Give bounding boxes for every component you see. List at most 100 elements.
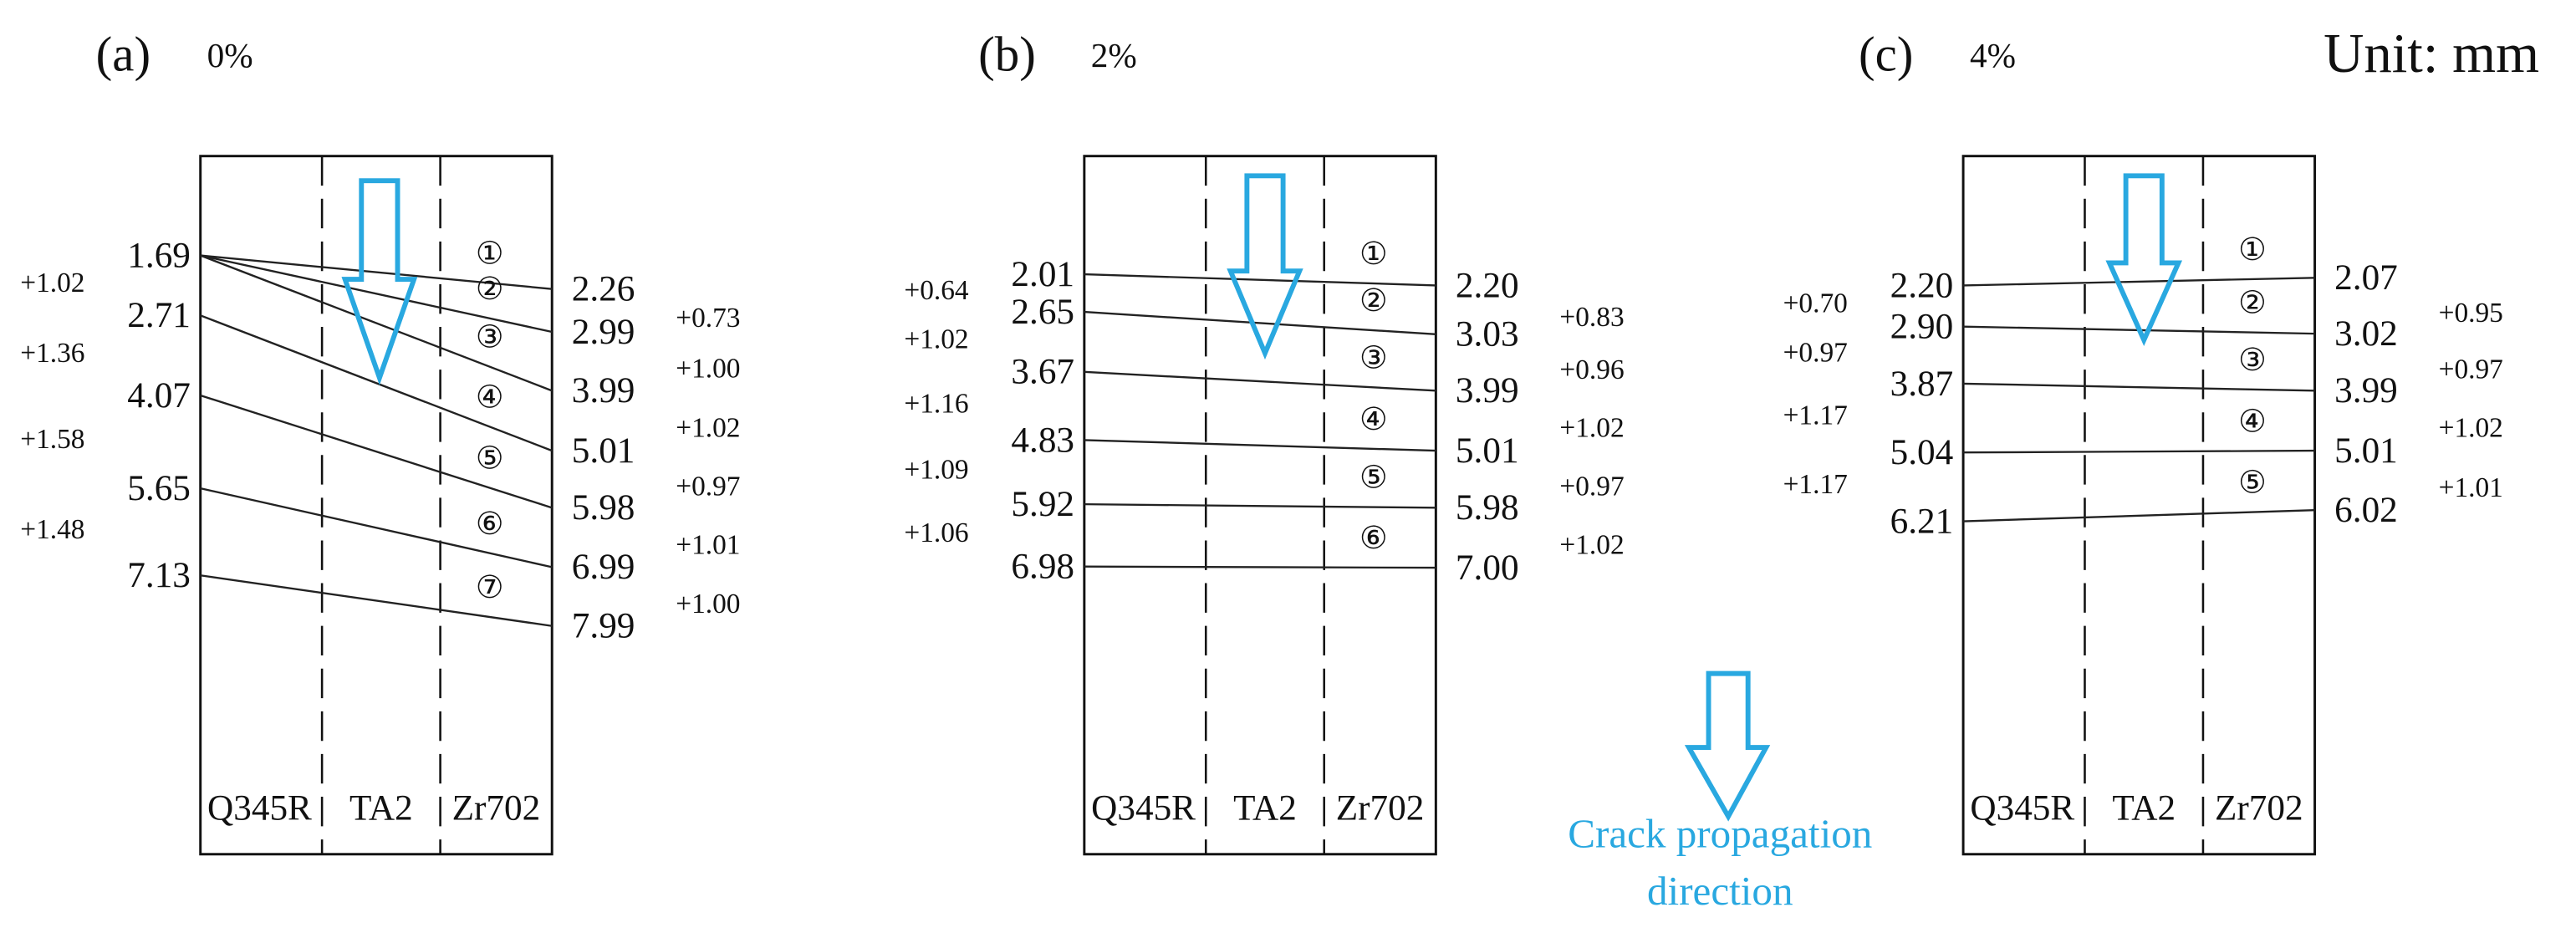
column-label: TA2 [2112, 788, 2176, 828]
marker: ② [476, 273, 503, 307]
left-value: 7.13 [127, 555, 191, 595]
right-value: 3.99 [572, 370, 635, 410]
crack-line [200, 574, 553, 627]
left-value: 5.65 [127, 468, 191, 508]
left-increment: +1.02 [904, 324, 968, 355]
left-value: 2.20 [1890, 265, 1954, 305]
left-increment: +1.06 [904, 517, 968, 548]
legend-arrow [1684, 670, 1771, 822]
left-value: 6.98 [1011, 547, 1074, 587]
unit-label: Unit: mm [2324, 23, 2539, 84]
left-value: 4.83 [1011, 420, 1074, 460]
marker: ⑤ [2238, 466, 2266, 501]
column-label: Q345R [1970, 788, 2074, 828]
column-label: Zr702 [1336, 788, 1425, 828]
right-value: 3.99 [1456, 370, 1519, 410]
right-value: 6.02 [2334, 490, 2398, 530]
left-increment: +0.97 [1783, 337, 1848, 368]
marker: ② [1359, 284, 1387, 319]
left-value: 5.04 [1890, 432, 1954, 472]
right-value: 2.99 [572, 312, 635, 352]
crack-line [1963, 508, 2315, 523]
crack-line [1084, 439, 1436, 452]
marker: ⑥ [1359, 522, 1387, 556]
right-increment: +0.96 [1559, 354, 1624, 385]
marker: ③ [476, 321, 503, 355]
left-increment: +1.09 [904, 454, 968, 485]
crack-line [200, 254, 553, 290]
left-increment: +1.48 [20, 514, 84, 545]
right-value: 5.01 [572, 431, 635, 471]
right-increment: +1.01 [676, 529, 740, 560]
marker: ③ [2238, 344, 2266, 378]
left-value: 3.87 [1890, 364, 1954, 404]
right-increment: +1.01 [2439, 472, 2503, 503]
left-value: 2.01 [1011, 254, 1074, 294]
column-label: TA2 [349, 788, 413, 828]
crack-arrow [1227, 173, 1303, 360]
column-label: Zr702 [2215, 788, 2303, 828]
crack-line [1963, 277, 2315, 287]
strain-label: 4% [1970, 36, 2016, 74]
crack-line [200, 394, 553, 509]
crack-arrow [341, 178, 418, 385]
crack-line [200, 254, 553, 334]
left-value: 2.65 [1011, 292, 1074, 332]
specimen-box [1961, 155, 2317, 856]
crack-line [1084, 502, 1436, 509]
crack-arrow [2105, 173, 2183, 346]
right-increment: +1.02 [1559, 530, 1624, 561]
panel-label: (a) [96, 26, 150, 81]
marker: ① [1359, 237, 1387, 272]
left-value: 5.92 [1011, 484, 1074, 524]
column-label: Q345R [207, 788, 312, 828]
crack-line [1084, 370, 1436, 392]
right-value: 3.99 [2334, 370, 2398, 410]
left-value: 4.07 [127, 375, 191, 415]
right-increment: +0.95 [2439, 298, 2503, 329]
right-value: 5.98 [1456, 487, 1519, 528]
left-increment: +0.64 [904, 275, 969, 306]
marker: ⑤ [476, 442, 503, 477]
left-increment: +1.17 [1783, 400, 1848, 431]
crack-line [1963, 449, 2315, 454]
legend-text: Crack propagation [1568, 810, 1872, 856]
right-increment: +0.97 [676, 472, 740, 502]
marker: ⑥ [476, 507, 503, 542]
left-increment: +1.16 [904, 388, 968, 419]
right-value: 5.98 [572, 487, 635, 528]
right-value: 5.01 [1456, 431, 1519, 471]
panel-label: (c) [1859, 26, 1913, 81]
crack-line [200, 487, 553, 568]
crack-line [1084, 310, 1436, 336]
left-increment: +1.36 [20, 338, 84, 369]
left-increment: +1.58 [20, 424, 84, 455]
crack-line [200, 254, 553, 392]
legend-text: direction [1647, 868, 1793, 914]
marker: ① [476, 237, 503, 272]
left-value: 6.21 [1890, 501, 1954, 541]
right-increment: +1.00 [676, 589, 740, 619]
column-label: Zr702 [452, 788, 541, 828]
panel-label: (b) [978, 26, 1036, 81]
right-value: 2.20 [1456, 265, 1519, 305]
right-value: 3.02 [2334, 314, 2398, 354]
right-value: 2.26 [572, 269, 635, 309]
left-increment: +0.70 [1783, 288, 1848, 319]
marker: ② [2238, 287, 2266, 321]
column-label: TA2 [1233, 788, 1297, 828]
left-value: 2.90 [1890, 307, 1954, 347]
strain-label: 0% [207, 36, 253, 74]
marker: ④ [476, 381, 503, 415]
right-increment: +0.97 [1559, 472, 1624, 502]
crack-line [1963, 382, 2315, 392]
crack-line [200, 314, 553, 452]
column-label: Q345R [1091, 788, 1196, 828]
marker: ④ [2238, 405, 2266, 440]
right-increment: +0.97 [2439, 354, 2503, 385]
right-increment: +0.83 [1559, 302, 1624, 333]
marker: ⑦ [476, 571, 503, 605]
strain-label: 2% [1091, 36, 1137, 74]
left-value: 3.67 [1011, 352, 1074, 392]
